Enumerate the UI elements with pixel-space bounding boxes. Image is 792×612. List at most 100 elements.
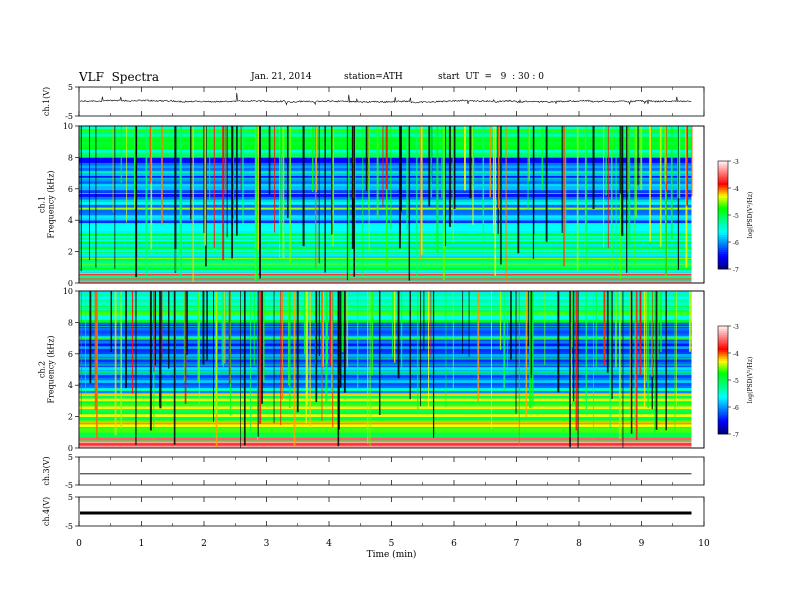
colorbar-cell [718,332,728,336]
colorbar-cell [718,377,728,381]
date-label: Jan. 21, 2014 [251,72,312,82]
colorbar-cell [718,330,728,333]
colorbar-cell [718,208,728,212]
colorbar-cell [718,431,728,435]
colorbar-cell [718,380,728,383]
start-time-label: start UT = 9 : 30 : 0 [438,72,544,82]
colorbar-cell [718,182,728,186]
colorbar-cell [718,362,728,366]
y-tick-label: 4 [68,381,73,390]
colorbar-cell [718,367,728,370]
colorbar-cell [718,173,728,177]
colorbar-cell [718,258,728,261]
x-tick-label: 9 [639,539,645,549]
y-tick-label: 8 [68,153,73,162]
colorbar-cell [718,416,728,420]
colorbar-cell [718,163,728,166]
colorbar-cell [718,167,728,171]
colorbar-cell [718,354,728,357]
y-tick-label: 10 [63,122,73,131]
colorbar-cell [718,328,728,331]
y-tick-label: -5 [65,112,73,121]
y-tick-label: 5 [68,493,73,502]
colorbar-cell [718,369,728,372]
colorbar-cell [718,356,728,359]
x-tick-label: 0 [76,539,82,549]
colorbar-cell [718,266,728,270]
colorbar-cell [718,210,728,214]
y-tick-label: 6 [68,350,73,359]
colorbar-label: log(PSD(V²/Hz) [747,192,754,239]
colorbar-cell [718,180,728,183]
colorbar-cell [718,384,728,387]
y-axis-label: Frequency (kHz) [47,170,56,238]
colorbar-cell [718,234,728,237]
colorbar-cell [718,412,728,415]
colorbar-cell [718,358,728,361]
y-tick-label: 0 [68,279,73,288]
colorbar-tick-label: -5 [733,213,739,220]
x-tick-label: 1 [139,539,145,549]
x-tick-label: 2 [201,539,207,549]
colorbar-cell [718,212,728,216]
colorbar-cell [718,169,728,173]
colorbar-cell [718,206,728,209]
y-axis-label: ch.1(V) [42,87,51,116]
ch1-waveform [79,92,692,106]
x-axis-label: Time (min) [367,549,417,560]
colorbar-cell [718,264,728,268]
spectrogram-ch2 [78,290,705,449]
colorbar-tick-label: -6 [733,405,739,412]
colorbar-tick-label: -3 [733,324,739,331]
colorbar-cell [718,195,728,199]
spectrogram-ch1 [78,125,705,284]
colorbar-cell [718,349,728,353]
y-axis-label: Frequency (kHz) [47,335,56,403]
colorbar-cell [718,425,728,428]
y-tick-label: 6 [68,185,73,194]
colorbar-cell [718,371,728,374]
colorbar-cell [718,197,728,201]
colorbar-cell [718,161,728,164]
colorbar-cell [718,247,728,250]
colorbar-cell [718,429,728,433]
colorbar-cell [718,336,728,340]
colorbar-cell [718,399,728,402]
spectrogram-frame [78,290,705,449]
colorbar-cell [718,345,728,348]
colorbar-cell [718,221,728,225]
colorbar-tick-label: -7 [733,432,739,439]
colorbar-cell [718,204,728,207]
x-tick-label: 5 [389,539,395,549]
colorbar-cell [718,397,728,400]
colorbar-cell [718,390,728,394]
colorbar-tick-label: -4 [733,351,739,358]
colorbar-label: log(PSD(V²/Hz) [747,357,754,404]
colorbar-cell [718,405,728,409]
colorbar-cell [718,386,728,390]
y-tick-label: 2 [68,248,73,257]
colorbar-cell [718,232,728,235]
colorbar-cell [718,351,728,355]
colorbar-cell [718,382,728,385]
colorbar-cell [718,392,728,396]
colorbar-cell [718,418,728,422]
colorbar-cell [718,240,728,244]
colorbar-cell [718,219,728,222]
colorbar-cell [718,245,728,248]
colorbar-cell [718,243,728,246]
colorbar-cell [718,423,728,426]
colorbar-cell [718,373,728,377]
y-tick-label: 8 [68,318,73,327]
colorbar-tick-label: -6 [733,240,739,247]
colorbar-cell [718,360,728,364]
colorbar-cell [718,238,728,242]
colorbar-cell [718,260,728,263]
y-tick-label: 10 [63,287,73,296]
colorbar-cell [718,421,728,424]
colorbar-cell [718,191,728,194]
colorbar-cell [718,364,728,368]
colorbar-cell [718,236,728,240]
colorbar-cell [718,193,728,196]
